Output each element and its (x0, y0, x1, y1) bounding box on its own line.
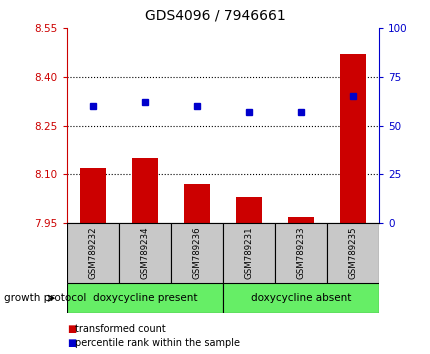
Text: ■: ■ (67, 324, 76, 333)
Bar (80, 168, 106, 223)
Text: GSM789234: GSM789234 (140, 226, 149, 279)
Text: doxycycline present: doxycycline present (92, 293, 197, 303)
Bar (223, 223, 274, 283)
Bar (288, 217, 313, 223)
Text: ■: ■ (67, 338, 76, 348)
Text: transformed count: transformed count (75, 324, 166, 333)
Text: percentile rank within the sample: percentile rank within the sample (75, 338, 240, 348)
Bar (223, 283, 378, 313)
Bar (67, 283, 223, 313)
Text: GSM789232: GSM789232 (88, 226, 97, 279)
Text: GDS4096 / 7946661: GDS4096 / 7946661 (145, 9, 285, 23)
Text: GSM789233: GSM789233 (296, 226, 305, 279)
Bar (339, 54, 366, 223)
Text: GSM789236: GSM789236 (192, 226, 201, 279)
Bar (274, 223, 326, 283)
Bar (119, 223, 171, 283)
Bar (184, 184, 209, 223)
Bar (171, 223, 223, 283)
Text: doxycycline absent: doxycycline absent (250, 293, 350, 303)
Bar (67, 223, 119, 283)
Text: growth protocol: growth protocol (4, 293, 86, 303)
Bar (236, 197, 261, 223)
Bar (326, 223, 378, 283)
Text: GSM789235: GSM789235 (348, 226, 357, 279)
Bar (132, 158, 157, 223)
Text: GSM789231: GSM789231 (244, 226, 253, 279)
